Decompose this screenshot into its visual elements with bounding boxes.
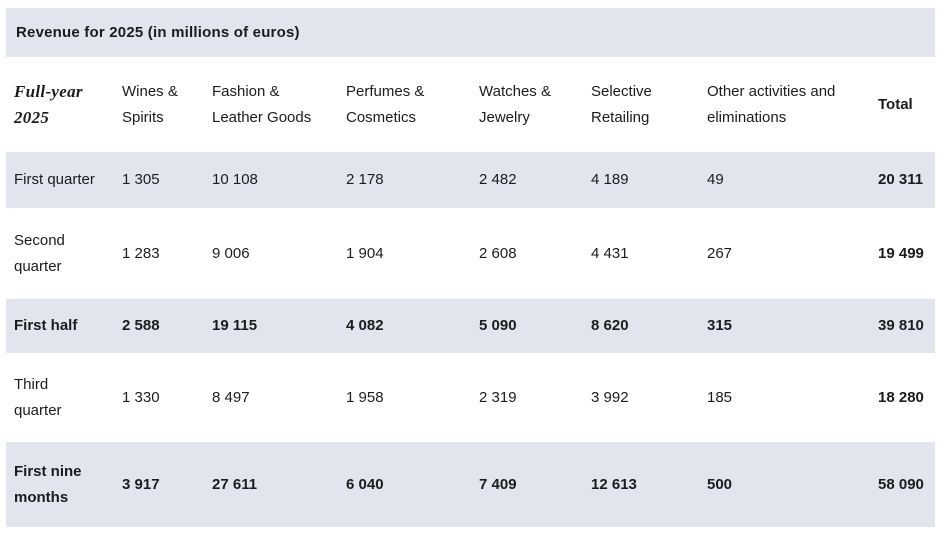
cell-wines-spirits: 3 917: [122, 475, 160, 493]
cell-perfumes-cosmetics: 1 958: [346, 388, 384, 406]
row-third-quarter: Third quarter 1 330 8 497 1 958 2 319 3 …: [6, 353, 935, 442]
cell-fashion-leather: 8 497: [212, 388, 250, 406]
column-header-fashion-leather-goods: Fashion & Leather Goods: [212, 82, 312, 126]
cell-wines-spirits: 2 588: [122, 317, 160, 334]
cell-total: 58 090: [878, 475, 924, 493]
cell-total: 18 280: [878, 388, 924, 406]
cell-other-activities: 315: [707, 317, 733, 334]
cell-perfumes-cosmetics: 6 040: [346, 475, 384, 493]
column-header-wines-spirits: Wines & Spirits: [122, 82, 178, 126]
row-first-nine-months: First nine months 3 917 27 611 6 040 7 4…: [6, 442, 935, 527]
cell-other-activities: 185: [707, 388, 733, 406]
column-header-watches-jewelry: Watches & Jewelry: [479, 82, 551, 126]
row-label: First half: [14, 317, 78, 334]
column-header-other-activities: Other activities and eliminations: [707, 82, 836, 126]
header-row: Full-year 2025 Wines & Spirits Fashion &…: [6, 57, 935, 152]
cell-selective-retailing: 8 620: [591, 317, 629, 334]
cell-total: 19 499: [878, 244, 924, 262]
table-title: Revenue for 2025 (in millions of euros): [16, 24, 300, 41]
cell-total: 20 311: [878, 171, 924, 188]
cell-perfumes-cosmetics: 1 904: [346, 244, 384, 262]
row-label: Third quarter: [14, 375, 62, 419]
cell-watches-jewelry: 5 090: [479, 317, 517, 334]
cell-fashion-leather: 9 006: [212, 244, 250, 262]
cell-other-activities: 49: [707, 171, 724, 188]
cell-watches-jewelry: 2 482: [479, 171, 517, 188]
cell-fashion-leather: 27 611: [212, 475, 258, 493]
cell-selective-retailing: 12 613: [591, 475, 637, 493]
cell-other-activities: 500: [707, 475, 733, 493]
row-first-quarter: First quarter 1 305 10 108 2 178 2 482 4…: [6, 152, 935, 208]
row-label: First quarter: [14, 171, 95, 188]
cell-fashion-leather: 10 108: [212, 171, 258, 188]
cell-perfumes-cosmetics: 2 178: [346, 171, 384, 188]
row-label: Second quarter: [14, 231, 65, 275]
column-header-perfumes-cosmetics: Perfumes & Cosmetics: [346, 82, 425, 126]
corner-header-full-year: Full-year 2025: [14, 81, 83, 127]
table-title-bar: Revenue for 2025 (in millions of euros): [6, 8, 935, 57]
cell-perfumes-cosmetics: 4 082: [346, 317, 384, 334]
row-label: First nine months: [14, 462, 82, 506]
cell-total: 39 810: [878, 317, 924, 334]
column-header-selective-retailing: Selective Retailing: [591, 82, 652, 126]
cell-wines-spirits: 1 330: [122, 388, 160, 406]
cell-other-activities: 267: [707, 244, 733, 262]
column-header-total: Total: [878, 95, 913, 113]
revenue-table: Full-year 2025 Wines & Spirits Fashion &…: [6, 57, 935, 527]
cell-watches-jewelry: 7 409: [479, 475, 517, 493]
cell-wines-spirits: 1 283: [122, 244, 160, 262]
cell-fashion-leather: 19 115: [212, 317, 258, 334]
row-second-quarter: Second quarter 1 283 9 006 1 904 2 608 4…: [6, 208, 935, 299]
cell-wines-spirits: 1 305: [122, 171, 160, 188]
cell-selective-retailing: 4 189: [591, 171, 629, 188]
cell-selective-retailing: 4 431: [591, 244, 629, 262]
cell-watches-jewelry: 2 319: [479, 388, 517, 406]
cell-watches-jewelry: 2 608: [479, 244, 517, 262]
row-first-half: First half 2 588 19 115 4 082 5 090 8 62…: [6, 299, 935, 353]
cell-selective-retailing: 3 992: [591, 388, 629, 406]
